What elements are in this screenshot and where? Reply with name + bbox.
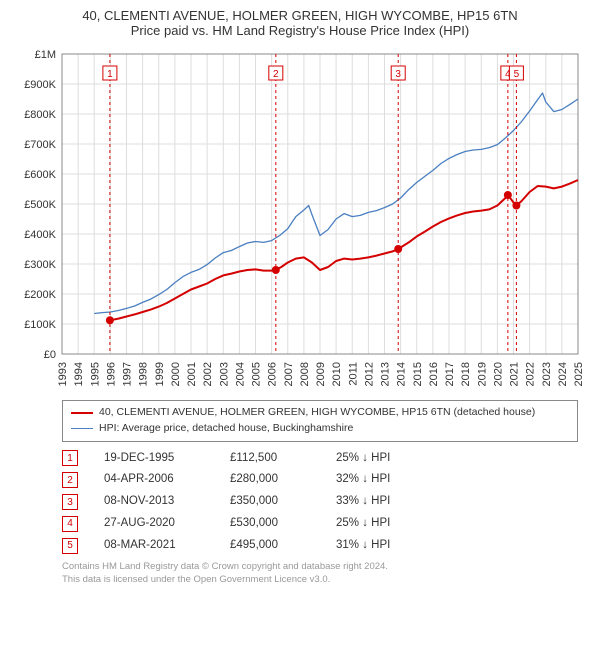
svg-text:1999: 1999 (154, 362, 166, 386)
legend-row: HPI: Average price, detached house, Buck… (71, 421, 569, 437)
svg-text:1993: 1993 (57, 362, 69, 386)
sale-delta: 31% ↓ HPI (336, 535, 426, 557)
sale-row: 1 19-DEC-1995 £112,500 25% ↓ HPI (62, 448, 578, 470)
svg-text:2006: 2006 (267, 362, 279, 386)
sale-badge: 2 (62, 472, 78, 488)
sale-delta: 33% ↓ HPI (336, 491, 426, 513)
legend-swatch (71, 412, 93, 414)
svg-text:2020: 2020 (492, 362, 504, 386)
sale-price: £530,000 (230, 513, 310, 535)
svg-text:2019: 2019 (476, 362, 488, 386)
sale-date: 08-NOV-2013 (104, 491, 204, 513)
sale-marker-dot (512, 202, 520, 210)
svg-text:2022: 2022 (525, 362, 537, 386)
svg-text:2001: 2001 (186, 362, 198, 386)
legend-row: 40, CLEMENTI AVENUE, HOLMER GREEN, HIGH … (71, 405, 569, 421)
sale-row: 5 08-MAR-2021 £495,000 31% ↓ HPI (62, 535, 578, 557)
svg-text:2004: 2004 (234, 362, 246, 386)
sale-delta: 25% ↓ HPI (336, 513, 426, 535)
sale-marker-number: 2 (273, 69, 279, 80)
svg-text:2007: 2007 (283, 362, 295, 386)
sale-delta: 32% ↓ HPI (336, 469, 426, 491)
chart-title-address: 40, CLEMENTI AVENUE, HOLMER GREEN, HIGH … (12, 8, 588, 23)
svg-text:1996: 1996 (105, 362, 117, 386)
sale-row: 2 04-APR-2006 £280,000 32% ↓ HPI (62, 469, 578, 491)
svg-text:2012: 2012 (363, 362, 375, 386)
svg-text:£600K: £600K (24, 169, 56, 181)
svg-text:2015: 2015 (412, 362, 424, 386)
legend-swatch (71, 428, 93, 429)
svg-text:2000: 2000 (170, 362, 182, 386)
svg-text:£100K: £100K (24, 319, 56, 331)
svg-text:£700K: £700K (24, 139, 56, 151)
sale-row: 3 08-NOV-2013 £350,000 33% ↓ HPI (62, 491, 578, 513)
svg-text:£200K: £200K (24, 289, 56, 301)
svg-text:2016: 2016 (428, 362, 440, 386)
svg-text:2011: 2011 (347, 362, 359, 386)
sale-marker-number: 5 (514, 69, 520, 80)
svg-text:2003: 2003 (218, 362, 230, 386)
sale-date: 08-MAR-2021 (104, 535, 204, 557)
svg-text:2023: 2023 (541, 362, 553, 386)
svg-text:£400K: £400K (24, 229, 56, 241)
svg-text:2014: 2014 (396, 362, 408, 386)
chart-legend: 40, CLEMENTI AVENUE, HOLMER GREEN, HIGH … (62, 400, 578, 442)
sale-badge: 3 (62, 494, 78, 510)
svg-text:2008: 2008 (299, 362, 311, 386)
svg-text:2025: 2025 (573, 362, 585, 386)
sale-marker-dot (272, 266, 280, 274)
svg-text:2005: 2005 (251, 362, 263, 386)
svg-text:2009: 2009 (315, 362, 327, 386)
svg-text:£0: £0 (44, 349, 56, 361)
sale-marker-dot (394, 245, 402, 253)
svg-text:1995: 1995 (89, 362, 101, 386)
sale-badge: 1 (62, 450, 78, 466)
sales-table: 1 19-DEC-1995 £112,500 25% ↓ HPI 2 04-APR-200… (62, 448, 578, 557)
svg-text:£900K: £900K (24, 79, 56, 91)
svg-text:£800K: £800K (24, 109, 56, 121)
svg-text:1997: 1997 (122, 362, 134, 386)
svg-text:2002: 2002 (202, 362, 214, 386)
footer-line-1: Contains HM Land Registry data © Crown c… (62, 561, 578, 574)
svg-text:2017: 2017 (444, 362, 456, 386)
footer-line-2: This data is licensed under the Open Gov… (62, 574, 578, 587)
legend-label: 40, CLEMENTI AVENUE, HOLMER GREEN, HIGH … (99, 405, 535, 421)
svg-text:2024: 2024 (557, 362, 569, 386)
legend-label: HPI: Average price, detached house, Buck… (99, 421, 353, 437)
svg-text:2010: 2010 (331, 362, 343, 386)
sale-price: £350,000 (230, 491, 310, 513)
attribution-footer: Contains HM Land Registry data © Crown c… (62, 561, 578, 587)
svg-text:2021: 2021 (509, 362, 521, 386)
svg-text:£1M: £1M (35, 49, 56, 61)
svg-text:1998: 1998 (138, 362, 150, 386)
sale-date: 19-DEC-1995 (104, 448, 204, 470)
sale-badge: 4 (62, 516, 78, 532)
sale-marker-dot (106, 316, 114, 324)
svg-text:£500K: £500K (24, 199, 56, 211)
svg-text:£300K: £300K (24, 259, 56, 271)
sale-price: £280,000 (230, 469, 310, 491)
sale-marker-dot (504, 191, 512, 199)
svg-text:2018: 2018 (460, 362, 472, 386)
sale-date: 27-AUG-2020 (104, 513, 204, 535)
sale-marker-number: 3 (395, 69, 401, 80)
svg-text:2013: 2013 (380, 362, 392, 386)
sale-date: 04-APR-2006 (104, 469, 204, 491)
sale-row: 4 27-AUG-2020 £530,000 25% ↓ HPI (62, 513, 578, 535)
price-chart: £0 £100K £200K £300K £400K £500K £600K £700K £80… (12, 44, 588, 394)
sale-marker-number: 1 (107, 69, 113, 80)
sale-price: £112,500 (230, 448, 310, 470)
svg-text:1994: 1994 (73, 362, 85, 386)
sale-delta: 25% ↓ HPI (336, 448, 426, 470)
sale-badge: 5 (62, 538, 78, 554)
sale-price: £495,000 (230, 535, 310, 557)
chart-title-sub: Price paid vs. HM Land Registry's House … (12, 23, 588, 38)
